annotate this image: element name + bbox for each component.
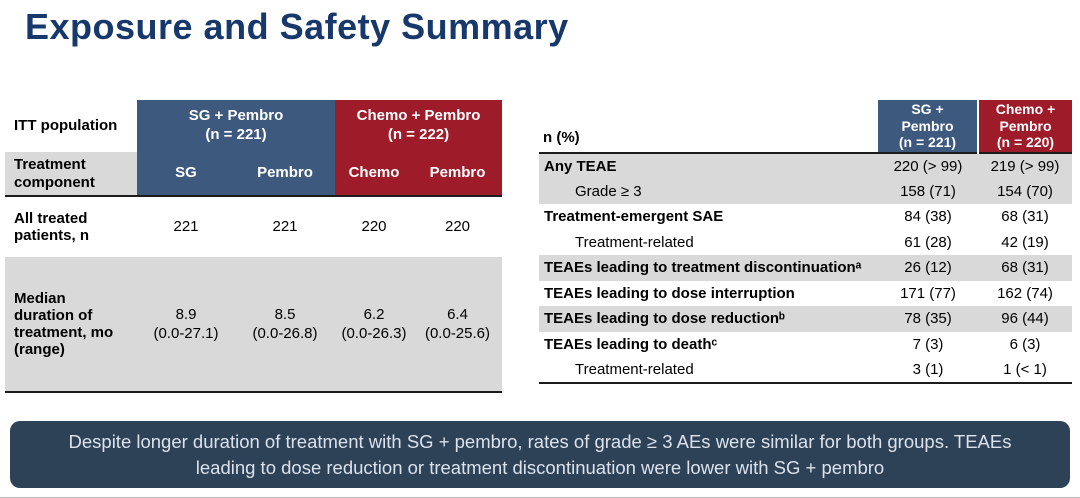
cell-value: 221 — [173, 218, 199, 236]
cell-value: 68 (31) — [1001, 208, 1049, 226]
row-label: TEAEs leading to treatment discontinuati… — [544, 259, 862, 277]
cell-value: 154 (70) — [997, 182, 1053, 200]
cell-value: 84 (38) — [904, 208, 952, 226]
component-pembro-1: Pembro — [235, 152, 335, 197]
cell-value: 220 — [444, 218, 471, 236]
row-label: Treatment-related — [575, 360, 694, 378]
table-row: TEAEs leading to deathᶜ 7 (3) 6 (3) — [539, 332, 1072, 358]
exposure-table: ITT population SG + Pembro (n = 221) Che… — [5, 100, 502, 393]
table-row: Treatment component SG Pembro Chemo Pemb… — [5, 152, 502, 197]
row-label: TEAEs leading to dose interruption — [544, 284, 795, 302]
cell-value: 61 (28) — [904, 233, 952, 251]
page-title: Exposure and Safety Summary — [25, 6, 569, 47]
table-row: All treated patients, n 221 221 220 220 — [5, 196, 502, 257]
row-label: TEAEs leading to deathᶜ — [544, 335, 718, 353]
cell-value: 96 (44) — [1001, 310, 1049, 328]
row-label: Treatment-related — [575, 233, 694, 251]
cell-value: 26 (12) — [904, 259, 952, 277]
treatment-component-label: Treatment component — [5, 152, 137, 197]
table-row: Treatment-related 61 (28) 42 (19) — [539, 230, 1072, 256]
cell-value: 7 (3) — [912, 335, 944, 353]
cell-value: 158 (71) — [900, 182, 956, 200]
table-row: Treatment-emergent SAE 84 (38) 68 (31) — [539, 204, 1072, 230]
cell-value: 162 (74) — [997, 284, 1053, 302]
table-row: Treatment-related 3 (1) 1 (< 1) — [539, 357, 1072, 383]
cell-value: 220 (> 99) — [893, 157, 963, 175]
cell-value: 3 (1) — [912, 360, 944, 378]
component-pembro-2: Pembro — [413, 152, 502, 197]
sg-pembro-group-header: SG + Pembro (n = 221) — [137, 100, 335, 152]
row-label: Grade ≥ 3 — [575, 182, 642, 200]
summary-callout: Despite longer duration of treatment wit… — [10, 421, 1070, 488]
cell-value: 171 (77) — [900, 284, 956, 302]
table-row: n (%) SG + Pembro (n = 221) Chemo + Pemb… — [539, 100, 1072, 153]
table-row: Any TEAE 220 (> 99) 219 (> 99) — [539, 153, 1072, 179]
cell-value: 220 — [361, 218, 387, 236]
component-sg: SG — [137, 152, 235, 197]
table-row: ITT population SG + Pembro (n = 221) Che… — [5, 100, 502, 152]
cell-value: 42 (19) — [1001, 233, 1049, 251]
table-row: TEAEs leading to dose interruption 171 (… — [539, 281, 1072, 307]
chemo-pembro-column-header: Chemo + Pembro (n = 220) — [977, 100, 1072, 153]
cell-value: 78 (35) — [904, 310, 952, 328]
cell-value: 8.9 (0.0-27.1) — [137, 257, 235, 393]
cell-value: 221 — [272, 218, 298, 236]
chemo-pembro-group-header: Chemo + Pembro (n = 222) — [335, 100, 502, 152]
row-label: Median duration of treatment, mo (range) — [5, 257, 137, 393]
cell-value: 219 (> 99) — [990, 157, 1060, 175]
table-row: Median duration of treatment, mo (range)… — [5, 257, 502, 393]
cell-value: 6.2 (0.0-26.3) — [335, 257, 413, 393]
cell-value: 8.5 (0.0-26.8) — [235, 257, 335, 393]
cell-value: 6 (3) — [1009, 335, 1041, 353]
row-label: Any TEAE — [544, 157, 617, 175]
table-row: TEAEs leading to treatment discontinuati… — [539, 255, 1072, 281]
cell-value: 1 (< 1) — [1003, 360, 1047, 378]
itt-population-label: ITT population — [14, 117, 118, 135]
n-percent-label: n (%) — [543, 129, 580, 146]
cell-value: 68 (31) — [1001, 259, 1049, 277]
component-chemo: Chemo — [335, 152, 413, 197]
safety-table: n (%) SG + Pembro (n = 221) Chemo + Pemb… — [539, 100, 1072, 384]
row-label: Treatment-emergent SAE — [544, 208, 724, 226]
cell-value: 6.4 (0.0-25.6) — [413, 257, 502, 393]
sg-pembro-column-header: SG + Pembro (n = 221) — [878, 100, 978, 153]
row-label: All treated patients, n — [14, 209, 90, 244]
table-row: TEAEs leading to dose reductionᵇ 78 (35)… — [539, 306, 1072, 332]
row-label: TEAEs leading to dose reductionᵇ — [544, 310, 785, 328]
table-row: Grade ≥ 3 158 (71) 154 (70) — [539, 178, 1072, 204]
summary-text: Despite longer duration of treatment wit… — [68, 430, 1012, 478]
